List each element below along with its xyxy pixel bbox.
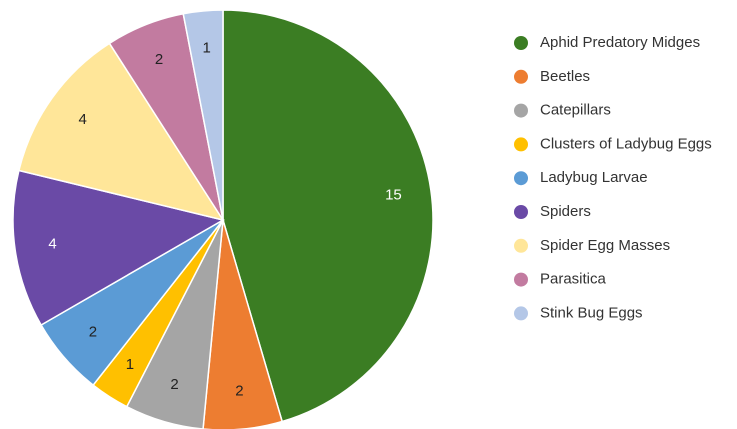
legend-marker bbox=[514, 238, 528, 253]
legend-label: Beetles bbox=[540, 68, 590, 85]
data-label: 4 bbox=[48, 235, 56, 252]
legend-label: Spiders bbox=[540, 203, 591, 220]
pie-slice bbox=[18, 42, 225, 222]
legend-marker bbox=[514, 103, 528, 118]
legend-marker bbox=[514, 272, 528, 287]
data-label: 2 bbox=[235, 382, 243, 399]
legend-marker bbox=[514, 69, 528, 84]
data-label: 1 bbox=[202, 40, 210, 57]
legend-label: Parasitica bbox=[540, 271, 607, 288]
legend-label: Clusters of Ladybug Eggs bbox=[540, 135, 712, 152]
data-label: 1 bbox=[126, 356, 134, 373]
pie-slice bbox=[222, 9, 434, 423]
data-label: 2 bbox=[170, 376, 178, 393]
legend-label: Catepillars bbox=[540, 102, 611, 119]
pie-slice bbox=[182, 9, 224, 221]
legend-label: Ladybug Larvae bbox=[540, 169, 648, 186]
data-label: 4 bbox=[79, 111, 87, 128]
legend-marker bbox=[514, 137, 528, 152]
legend-label: Spider Egg Masses bbox=[540, 237, 670, 254]
legend-marker bbox=[514, 171, 528, 186]
legend-marker bbox=[514, 306, 528, 321]
data-label: 2 bbox=[89, 324, 97, 341]
legend-label: Stink Bug Eggs bbox=[540, 304, 643, 321]
data-label: 2 bbox=[155, 51, 163, 68]
legend-marker bbox=[514, 36, 528, 50]
data-label: 15 bbox=[385, 186, 402, 203]
pie-slice bbox=[12, 169, 225, 327]
legend-marker bbox=[514, 205, 528, 219]
legend-label: Aphid Predatory Midges bbox=[540, 34, 700, 51]
